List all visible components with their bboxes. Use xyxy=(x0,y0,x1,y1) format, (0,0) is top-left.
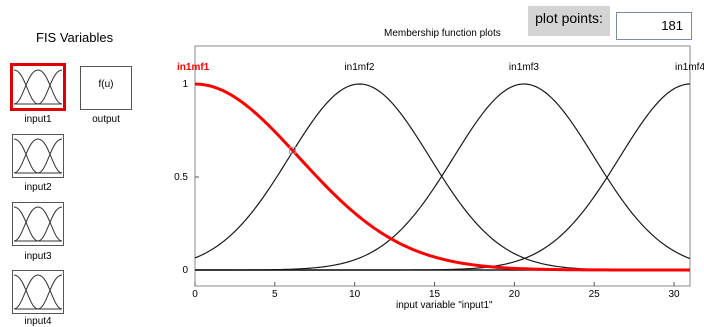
input2-label: input2 xyxy=(24,182,52,193)
mf-label-in1mf1[interactable]: in1mf1 xyxy=(177,62,210,73)
mf-label-in1mf4[interactable]: in1mf4 xyxy=(675,62,704,73)
y-tick-label: 0 xyxy=(182,265,188,276)
mf-label-in1mf3[interactable]: in1mf3 xyxy=(509,62,539,73)
mf-curve-in1mf4[interactable] xyxy=(195,83,691,271)
output-label: output xyxy=(92,114,120,125)
plot-points-input[interactable]: 181 xyxy=(616,12,692,40)
input1-variable-box[interactable] xyxy=(10,63,66,111)
x-axis-label: input variable "input1" xyxy=(396,300,493,311)
input3-label: input3 xyxy=(24,251,52,262)
membership-curves-icon xyxy=(13,138,63,174)
x-tick-label: 30 xyxy=(668,289,680,300)
input4-label: input4 xyxy=(24,316,52,327)
membership-curves-icon xyxy=(13,69,63,105)
mf-label-in1mf2[interactable]: in1mf2 xyxy=(344,62,374,73)
membership-curves-icon xyxy=(13,274,63,310)
x-tick-label: 5 xyxy=(272,289,278,300)
mf-curve-in1mf3[interactable] xyxy=(195,83,691,271)
input2-variable-box[interactable] xyxy=(12,134,64,178)
mf-curve-in1mf2[interactable] xyxy=(194,83,690,271)
fis-variables-title: FIS Variables xyxy=(36,30,114,45)
mf-curve-in1mf1[interactable] xyxy=(194,82,690,272)
x-tick-label: 15 xyxy=(429,289,441,300)
x-tick-label: 10 xyxy=(349,289,361,300)
input1-label: input1 xyxy=(24,114,52,125)
x-tick-label: 0 xyxy=(192,289,198,300)
x-tick-label: 20 xyxy=(509,289,521,300)
x-tick-label: 25 xyxy=(589,289,601,300)
y-tick-label: 0.5 xyxy=(174,172,188,183)
membership-curves-icon xyxy=(13,206,63,242)
plot-area xyxy=(194,45,691,287)
output-variable-box[interactable]: f(u) xyxy=(80,66,132,110)
plot-points-label: plot points: xyxy=(528,6,610,36)
input3-variable-box[interactable] xyxy=(12,202,64,246)
y-tick-label: 1 xyxy=(182,79,188,90)
function-icon-text: f(u) xyxy=(98,79,114,90)
selection-handle[interactable] xyxy=(288,146,296,154)
input4-variable-box[interactable] xyxy=(12,270,64,314)
plot-title: Membership function plots xyxy=(384,28,501,39)
